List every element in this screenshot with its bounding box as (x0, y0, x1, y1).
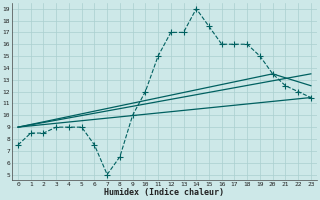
X-axis label: Humidex (Indice chaleur): Humidex (Indice chaleur) (104, 188, 224, 197)
